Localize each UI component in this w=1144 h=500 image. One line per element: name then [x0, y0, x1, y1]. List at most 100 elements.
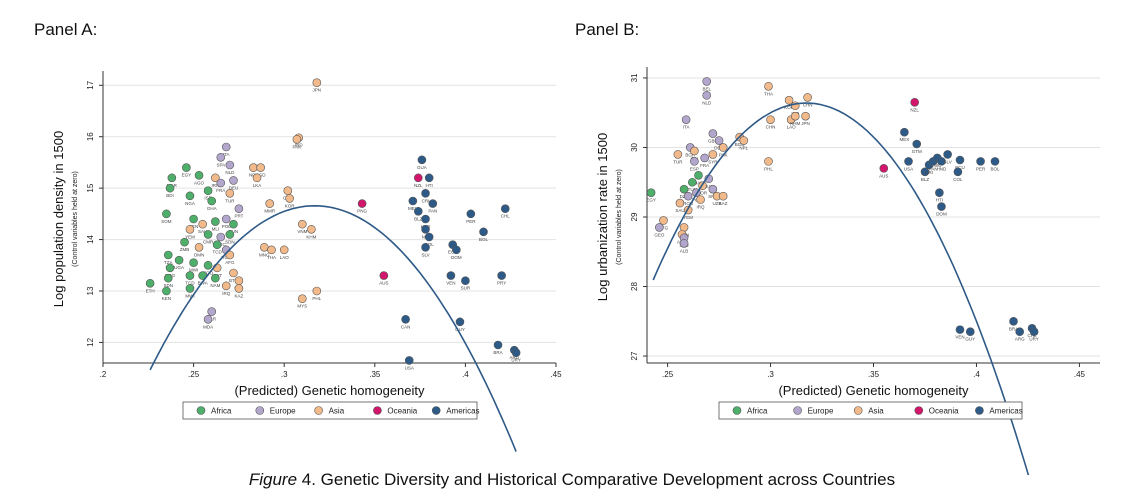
data-point-label: HUN: [704, 184, 714, 189]
data-point: [1015, 327, 1024, 337]
legend-swatch: [431, 406, 441, 415]
data-point: [904, 157, 913, 166]
data-point: [357, 199, 367, 208]
data-point-label: KAZ: [719, 201, 728, 206]
data-point: [655, 223, 664, 232]
data-point-label: USA: [405, 365, 414, 370]
data-point-label: SAU: [198, 229, 207, 234]
data-point: [267, 245, 276, 255]
data-point: [708, 129, 718, 138]
x-tick-label: .45: [1074, 370, 1086, 379]
data-point: [500, 204, 510, 214]
panel-a-title: Panel A:: [34, 20, 98, 39]
data-point-label: BLZ: [414, 216, 423, 221]
y-tick-label: 29: [630, 212, 639, 221]
legend-box: [718, 401, 1023, 420]
legend-swatch: [255, 406, 265, 415]
data-point-label: PAN: [929, 166, 938, 171]
data-point: [690, 146, 699, 156]
data-point-label: ITA: [683, 125, 690, 130]
data-point-label: BRA: [1009, 326, 1018, 331]
data-point: [216, 152, 226, 162]
data-point: [312, 78, 322, 88]
data-point-label: CAN: [401, 324, 411, 329]
data-point-label: FRA: [216, 188, 225, 193]
data-point: [739, 136, 749, 145]
data-point-label: BGR: [685, 152, 696, 157]
data-point-label: URY: [1029, 337, 1038, 342]
data-point-label: MLI: [212, 227, 220, 232]
y-tick-label: 31: [630, 73, 639, 82]
data-point-label: THA: [267, 255, 276, 260]
x-tick-label: .45: [550, 370, 562, 379]
data-point-label: URY: [511, 358, 520, 363]
data-point: [990, 157, 1000, 166]
data-point: [955, 325, 965, 334]
data-point: [965, 327, 975, 337]
data-point: [955, 155, 965, 165]
data-point: [298, 294, 307, 304]
figure-caption: Figure 4. Genetic Diversity and Historic…: [0, 470, 1144, 490]
data-point-label: ZMB: [180, 247, 190, 252]
x-axis-label: (Predicted) Genetic homogeneity: [234, 383, 425, 398]
data-point-label: PAK: [293, 144, 302, 149]
data-point: [225, 230, 235, 239]
data-point: [718, 191, 728, 201]
data-point-label: IRN: [211, 183, 219, 188]
y-axis-sublabel: (Control variables held at zero): [616, 169, 623, 265]
data-point-label: ITA: [223, 152, 230, 157]
data-point: [283, 186, 293, 196]
x-tick-label: .3: [767, 370, 774, 379]
data-point-label: BLZ: [921, 177, 930, 182]
data-point-label: MNG: [259, 252, 270, 257]
data-point: [211, 273, 220, 283]
legend-label: Americas: [446, 407, 479, 416]
data-point: [265, 199, 275, 208]
data-point-label: CRI: [925, 170, 933, 175]
data-point-label: ARG: [1015, 337, 1025, 342]
data-point-label: IRQ: [697, 205, 706, 210]
data-point: [249, 163, 258, 172]
panel-a-chart: 12 13 14 15 16 17 .2 .25 .3 .35 .4 .45 (Predicted) G…: [51, 71, 562, 452]
data-point-label: SAU: [675, 208, 684, 213]
data-point: [162, 209, 171, 219]
data-point: [207, 307, 217, 316]
data-point: [803, 93, 812, 102]
data-point: [790, 111, 800, 121]
x-tick-label: .4: [973, 370, 980, 379]
data-point-label: PRY: [497, 281, 506, 286]
legend-swatch: [853, 406, 863, 415]
data-point: [700, 153, 709, 163]
data-point-label: PER: [466, 219, 476, 224]
data-point-label: YEM: [683, 215, 693, 220]
data-point: [203, 230, 213, 239]
data-point: [421, 224, 430, 234]
data-point-label: USA: [904, 166, 913, 171]
data-point: [466, 209, 476, 219]
data-point: [194, 170, 204, 180]
data-point: [229, 176, 238, 185]
data-point: [211, 217, 220, 226]
data-point-label: YEM: [185, 234, 195, 239]
data-point: [212, 240, 222, 250]
y-tick-label: 14: [86, 235, 95, 244]
x-tick-label: .25: [662, 370, 674, 379]
legend-swatch: [793, 406, 802, 415]
data-point: [165, 263, 175, 273]
data-point: [234, 204, 244, 214]
data-point-label: NPL: [739, 146, 748, 151]
data-point: [234, 284, 244, 293]
data-point-label: ESP: [690, 166, 699, 171]
data-point: [421, 214, 430, 224]
data-point-label: BOL: [479, 237, 489, 242]
data-point: [189, 258, 198, 268]
data-point: [900, 127, 909, 137]
data-point-label: DOM: [936, 212, 947, 217]
data-point: [479, 227, 488, 237]
data-point: [424, 173, 434, 183]
data-point: [185, 284, 195, 293]
data-point: [185, 224, 195, 234]
data-point-label: TCD: [213, 250, 223, 255]
data-point-label: SDN: [225, 239, 235, 244]
data-point-label: TZA: [164, 260, 173, 265]
